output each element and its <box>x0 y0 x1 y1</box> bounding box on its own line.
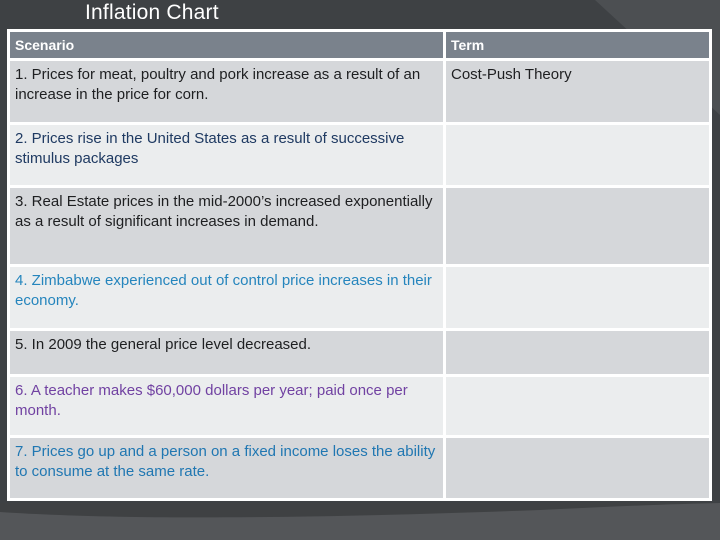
scenario-cell: 3. Real Estate prices in the mid-2000’s … <box>10 188 443 264</box>
column-header-scenario: Scenario <box>10 32 443 58</box>
term-cell: Cost-Push Theory <box>446 61 709 122</box>
table-row: 7. Prices go up and a person on a fixed … <box>10 438 709 498</box>
scenario-cell: 1. Prices for meat, poultry and pork inc… <box>10 61 443 122</box>
scenario-cell: 4. Zimbabwe experienced out of control p… <box>10 267 443 328</box>
inflation-table: Scenario Term 1. Prices for meat, poultr… <box>7 29 712 501</box>
term-cell <box>446 438 709 498</box>
table-row: 2. Prices rise in the United States as a… <box>10 125 709 185</box>
column-header-term: Term <box>446 32 709 58</box>
scenario-cell: 2. Prices rise in the United States as a… <box>10 125 443 185</box>
term-cell <box>446 188 709 264</box>
header-row: Scenario Term <box>10 32 709 58</box>
scenario-cell: 6. A teacher makes $60,000 dollars per y… <box>10 377 443 435</box>
bottom-swoosh <box>0 503 720 540</box>
slide-title: Inflation Chart <box>85 1 219 24</box>
term-cell <box>446 331 709 374</box>
term-cell <box>446 125 709 185</box>
table-row: 6. A teacher makes $60,000 dollars per y… <box>10 377 709 435</box>
table-row: 3. Real Estate prices in the mid-2000’s … <box>10 188 709 264</box>
term-cell <box>446 377 709 435</box>
term-cell <box>446 267 709 328</box>
scenario-cell: 5. In 2009 the general price level decre… <box>10 331 443 374</box>
table-row: 4. Zimbabwe experienced out of control p… <box>10 267 709 328</box>
scenario-cell: 7. Prices go up and a person on a fixed … <box>10 438 443 498</box>
bottom-swoosh-curve <box>0 503 720 540</box>
table-row: 5. In 2009 the general price level decre… <box>10 331 709 374</box>
table-row: 1. Prices for meat, poultry and pork inc… <box>10 61 709 122</box>
